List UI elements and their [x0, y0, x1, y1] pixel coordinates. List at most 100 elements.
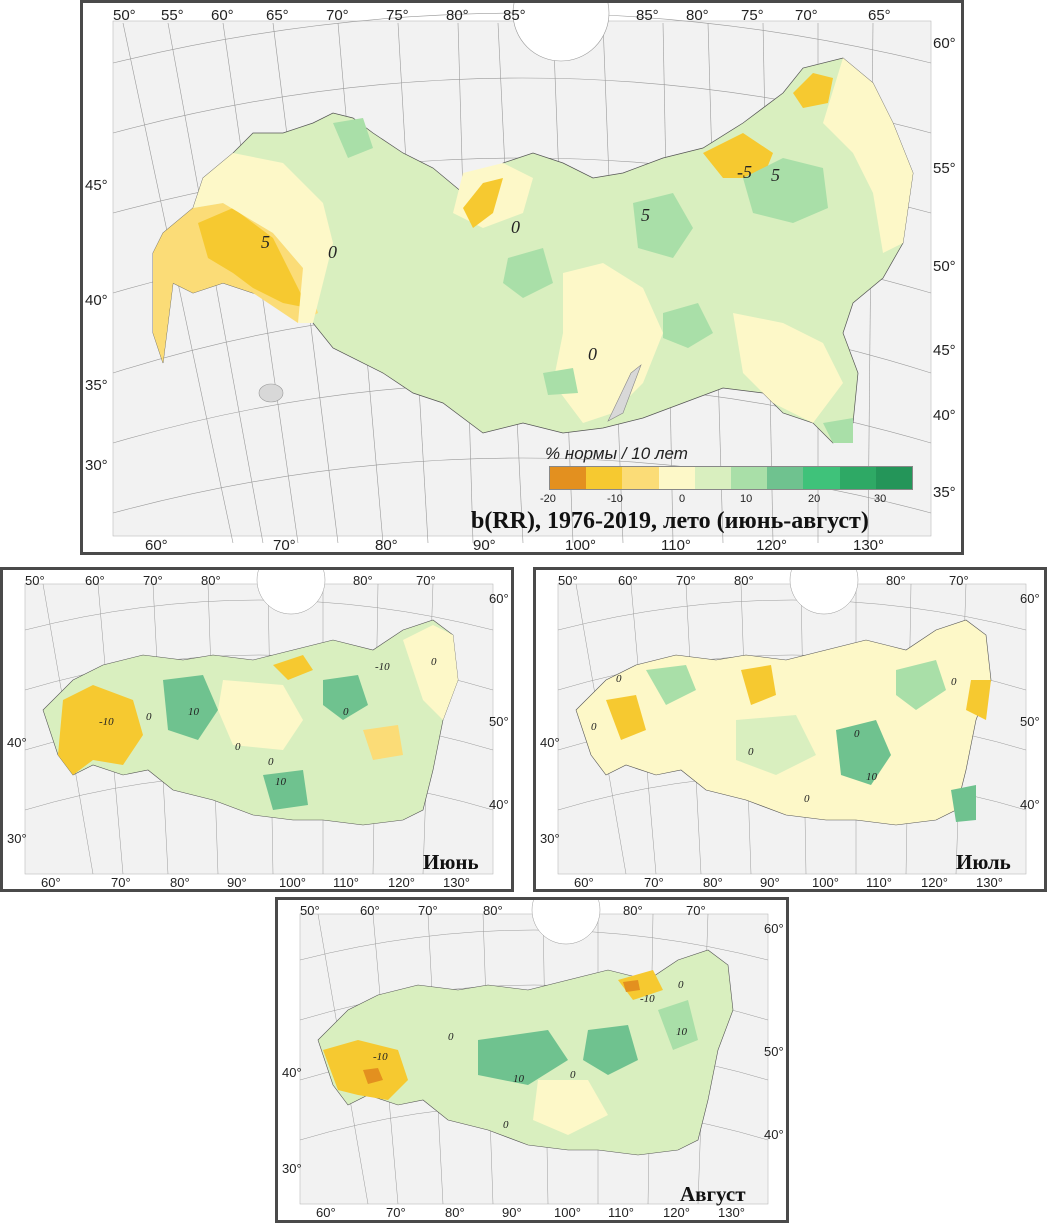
bottom-lon-label: 60°: [145, 537, 168, 554]
august-title: Август: [680, 1182, 746, 1206]
isoline-label: 10: [676, 1026, 688, 1038]
august-zone-strong-negative-ne: [623, 980, 640, 992]
august-zone-positive-2: [583, 1025, 638, 1075]
legend-tick: -20: [540, 493, 556, 505]
zone-negative-northeast: [703, 133, 773, 178]
zone-positive-3: [503, 248, 553, 298]
left-lat-label: 40°: [540, 735, 560, 750]
august-map: -10 0 10 0 0 -10 10 0: [299, 900, 769, 1205]
top-lon-label: 80°: [446, 7, 469, 24]
top-lon-label: 65°: [266, 7, 289, 24]
isoline-label: 0: [268, 756, 274, 768]
bottom-lon-label: 70°: [111, 875, 131, 890]
bottom-lon-label: 80°: [703, 875, 723, 890]
top-lon-label: 50°: [558, 573, 578, 588]
august-map-panel: -10 0 10 0 0 -10 10 0 50° 60° 70° 80° 80…: [275, 897, 789, 1223]
isoline-label: 0: [854, 728, 860, 740]
isoline-label: 0: [570, 1069, 576, 1081]
bottom-lon-label: 130°: [718, 1205, 745, 1220]
zone-negative-west: [153, 203, 318, 363]
isoline-label: 10: [866, 771, 878, 783]
top-lon-label: 50°: [113, 7, 136, 24]
bottom-lon-label: 120°: [921, 875, 948, 890]
top-lon-label: 65°: [868, 7, 891, 24]
right-lat-label: 40°: [1020, 797, 1040, 812]
bottom-lon-label: 120°: [388, 875, 415, 890]
bottom-lon-label: 90°: [502, 1205, 522, 1220]
zone-near-zero-east: [733, 313, 843, 423]
legend-swatch: [803, 467, 840, 489]
isoline-label: -10: [640, 993, 655, 1005]
top-lon-label: 50°: [25, 573, 45, 588]
isoline-label: 0: [448, 1031, 454, 1043]
isoline-label: 0: [343, 706, 349, 718]
june-zone-positive-3: [263, 770, 308, 810]
top-lon-label: 60°: [618, 573, 638, 588]
top-lon-label: 70°: [418, 903, 438, 918]
bottom-lon-label: 120°: [756, 537, 788, 554]
top-lon-label: 75°: [386, 7, 409, 24]
isoline-label: 0: [503, 1119, 509, 1131]
june-zone-near-zero-1: [218, 680, 303, 750]
legend-swatch: [875, 467, 913, 489]
july-zone-positive-5: [951, 785, 976, 822]
bottom-lon-label: 80°: [445, 1205, 465, 1220]
right-lat-label: 55°: [933, 160, 956, 177]
isoline-label: 0: [951, 676, 957, 688]
bottom-lon-label: 100°: [279, 875, 306, 890]
top-lon-label: 70°: [686, 903, 706, 918]
legend-swatch: [839, 467, 876, 489]
left-lat-label: 40°: [85, 292, 108, 309]
right-lat-label: 40°: [933, 407, 956, 424]
august-zone-near-zero: [533, 1080, 608, 1135]
left-lat-label: 30°: [282, 1161, 302, 1176]
lake-baikal: [607, 364, 642, 422]
right-lat-label: 50°: [933, 258, 956, 275]
isoline-label: -5: [737, 162, 752, 182]
june-title: Июнь: [423, 850, 479, 874]
right-lat-label: 45°: [933, 342, 956, 359]
right-lat-label: 60°: [764, 921, 784, 936]
zone-negative-taimyr: [463, 178, 503, 228]
top-lon-label: 60°: [85, 573, 105, 588]
bottom-lon-label: 100°: [554, 1205, 581, 1220]
zone-near-zero-kamchatka: [823, 58, 913, 253]
top-lon-label: 70°: [416, 573, 436, 588]
right-lat-label: 40°: [489, 797, 509, 812]
top-lon-label: 70°: [949, 573, 969, 588]
july-zone-positive-3: [646, 665, 696, 705]
left-lat-label: 40°: [7, 735, 27, 750]
top-lon-label: 85°: [636, 7, 659, 24]
isoline-label: 0: [431, 656, 437, 668]
isoline-label: 5: [261, 232, 270, 252]
bottom-lon-label: 110°: [608, 1205, 634, 1220]
legend-swatch: [694, 467, 732, 489]
right-lat-label: 60°: [1020, 591, 1040, 606]
june-zone-near-zero-2: [363, 725, 403, 760]
left-lat-label: 30°: [540, 831, 560, 846]
bottom-lon-label: 70°: [644, 875, 664, 890]
top-lon-label: 60°: [360, 903, 380, 918]
june-zone-near-zero-3: [403, 625, 458, 720]
bottom-lon-label: 60°: [574, 875, 594, 890]
zone-positive-6: [543, 368, 578, 395]
legend-tick: -10: [607, 493, 623, 505]
june-zone-positive-1: [163, 675, 218, 740]
top-lon-label: 70°: [676, 573, 696, 588]
bottom-lon-label: 110°: [333, 875, 359, 890]
zone-negative-west-core: [198, 208, 308, 308]
june-zone-positive-2: [323, 675, 368, 720]
bottom-lon-label: 60°: [316, 1205, 336, 1220]
top-lon-label: 80°: [623, 903, 643, 918]
top-lon-label: 50°: [300, 903, 320, 918]
right-lat-label: 50°: [1020, 714, 1040, 729]
july-zone-negative-3: [966, 680, 991, 720]
bottom-lon-label: 90°: [227, 875, 247, 890]
zone-positive-5: [333, 118, 373, 158]
zone-positive-2: [633, 193, 693, 258]
june-map: -10 0 10 0 0 -10 0 0 10: [24, 570, 494, 875]
august-zone-strong-negative: [363, 1068, 383, 1084]
right-lat-label: 60°: [489, 591, 509, 606]
isoline-label: 0: [511, 217, 520, 237]
june-zone-negative-west: [58, 685, 143, 775]
